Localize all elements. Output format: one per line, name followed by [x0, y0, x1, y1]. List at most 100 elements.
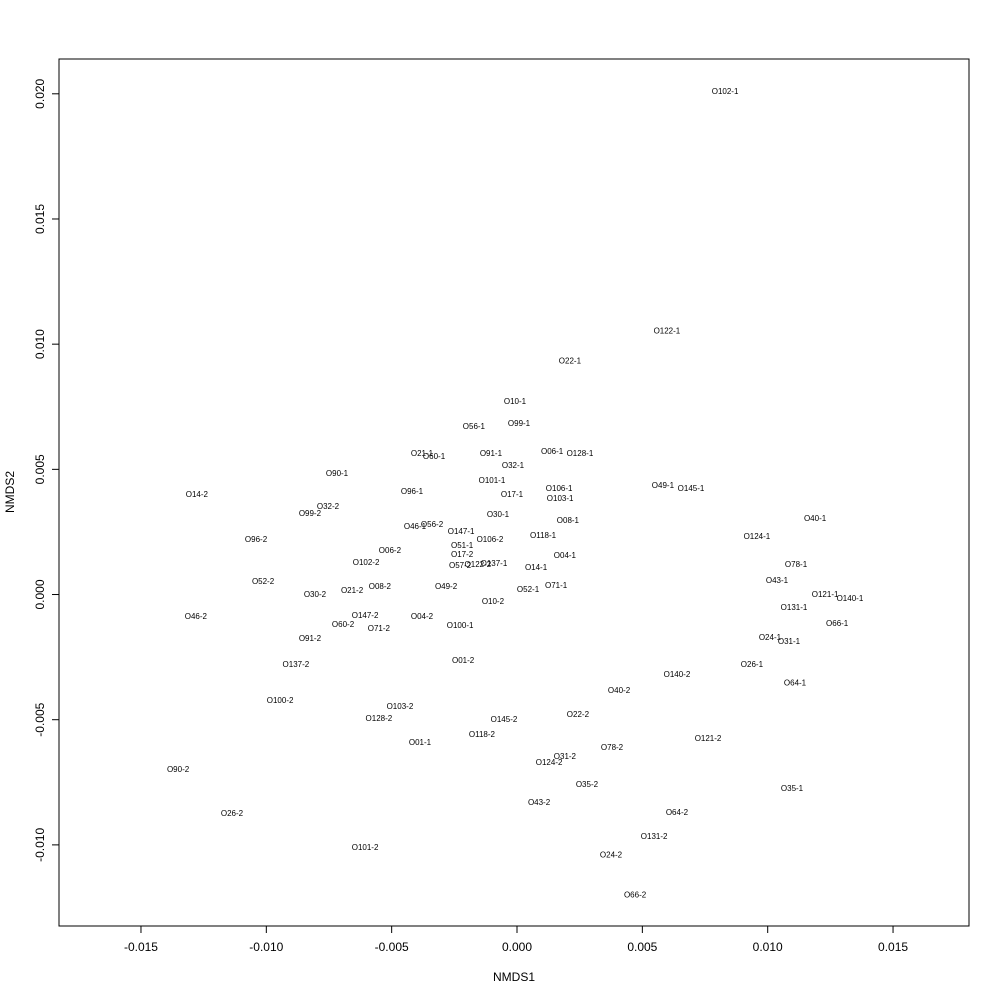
- y-tick-label: 0.010: [33, 329, 47, 359]
- point-label: O64-2: [666, 808, 689, 817]
- point-label: O128-2: [366, 714, 393, 723]
- y-tick-label: 0.005: [33, 454, 47, 484]
- x-axis-label: NMDS1: [493, 970, 535, 984]
- point-label: O137-1: [481, 559, 508, 568]
- point-label: O128-1: [567, 449, 594, 458]
- point-label: O49-2: [435, 582, 458, 591]
- point-label: O103-1: [547, 494, 574, 503]
- point-label: O01-2: [452, 656, 475, 665]
- plot-frame: [58, 58, 970, 927]
- y-tick-label: -0.010: [33, 828, 47, 862]
- point-label: O14-1: [525, 563, 548, 572]
- point-label: O01-1: [409, 738, 432, 747]
- y-tick-label: -0.005: [33, 702, 47, 736]
- point-label: O31-2: [554, 752, 577, 761]
- point-label: O04-1: [554, 551, 577, 560]
- point-label: O131-1: [781, 603, 808, 612]
- point-label: O26-2: [221, 809, 244, 818]
- point-label: O140-2: [664, 670, 691, 679]
- point-label: O147-2: [352, 611, 379, 620]
- point-label: O64-1: [784, 678, 807, 687]
- point-label: O06-1: [541, 447, 564, 456]
- point-label: O22-2: [567, 710, 590, 719]
- y-tick-label: 0.015: [33, 204, 47, 234]
- point-label: O145-2: [491, 715, 518, 724]
- point-label: O78-1: [785, 560, 808, 569]
- point-label: O43-1: [766, 576, 789, 585]
- point-label: O99-2: [299, 509, 322, 518]
- point-label: O103-2: [387, 702, 414, 711]
- point-label: O30-2: [304, 590, 327, 599]
- point-label: O106-1: [546, 484, 573, 493]
- point-label: O57-2: [449, 561, 472, 570]
- point-label: O04-2: [411, 612, 434, 621]
- point-label: O124-2: [536, 758, 563, 767]
- x-tick-label: 0.000: [502, 940, 532, 954]
- point-label: O121-2: [695, 734, 722, 743]
- point-label: O56-1: [463, 422, 486, 431]
- point-label: O22-1: [559, 356, 582, 365]
- point-label: O118-1: [530, 531, 557, 540]
- point-label: O124-1: [744, 532, 771, 541]
- point-label: O14-2: [186, 490, 209, 499]
- point-label: O21-1: [411, 449, 434, 458]
- point-label: O66-2: [624, 890, 647, 899]
- point-label: O26-1: [741, 660, 764, 669]
- point-label: O118-2: [469, 730, 496, 739]
- point-label: O56-2: [421, 520, 444, 529]
- point-label: O32-1: [502, 461, 525, 470]
- point-label: O121-1: [812, 590, 839, 599]
- point-label: O71-2: [368, 624, 391, 633]
- point-label: O96-2: [245, 535, 268, 544]
- point-label: O52-2: [252, 577, 275, 586]
- point-label: O78-2: [601, 743, 624, 752]
- point-label: O66-1: [826, 619, 849, 628]
- point-label: O08-2: [369, 582, 392, 591]
- point-label: O40-1: [804, 514, 827, 523]
- point-label: O24-1: [759, 633, 782, 642]
- point-label: O10-2: [482, 597, 505, 606]
- point-label: O17-2: [451, 550, 474, 559]
- point-label: O35-2: [576, 780, 599, 789]
- point-label: O71-1: [545, 581, 568, 590]
- point-label: O102-2: [353, 558, 380, 567]
- x-tick-label: 0.005: [627, 940, 657, 954]
- point-label: O46-2: [185, 612, 208, 621]
- point-label: O91-1: [480, 449, 503, 458]
- point-label: O147-1: [448, 527, 475, 536]
- point-label: O35-1: [781, 784, 804, 793]
- x-tick-label: 0.010: [753, 940, 783, 954]
- point-label: O30-1: [487, 510, 510, 519]
- y-tick-label: 0.020: [33, 78, 47, 108]
- x-tick-label: -0.005: [375, 940, 409, 954]
- point-label: O101-2: [352, 843, 379, 852]
- point-label: O91-2: [299, 634, 322, 643]
- point-label: O102-1: [712, 87, 739, 96]
- point-label: O60-2: [332, 620, 355, 629]
- point-label: O24-2: [600, 850, 623, 859]
- point-label: O06-2: [379, 546, 402, 555]
- point-label: O96-1: [401, 487, 424, 496]
- point-label: O145-1: [678, 484, 705, 493]
- point-label: O32-2: [317, 502, 340, 511]
- point-label: O08-1: [557, 516, 580, 525]
- point-label: O43-2: [528, 798, 551, 807]
- point-label: O52-1: [517, 585, 540, 594]
- point-label: O122-1: [654, 327, 681, 336]
- point-label: O31-1: [778, 637, 801, 646]
- point-label: O49-1: [652, 481, 675, 490]
- point-label: O90-1: [326, 469, 349, 478]
- point-label: O10-1: [504, 397, 527, 406]
- x-tick-label: -0.010: [249, 940, 283, 954]
- point-label: O122-2: [465, 560, 492, 569]
- point-label: O106-2: [477, 535, 504, 544]
- point-label: O131-2: [641, 832, 668, 841]
- point-label: O60-1: [423, 452, 446, 461]
- point-label: O140-1: [837, 594, 864, 603]
- point-label: O51-1: [451, 541, 474, 550]
- x-tick-label: -0.015: [124, 940, 158, 954]
- y-axis-label: NMDS2: [3, 471, 17, 513]
- point-label: O40-2: [608, 686, 631, 695]
- point-label: O46-1: [404, 522, 427, 531]
